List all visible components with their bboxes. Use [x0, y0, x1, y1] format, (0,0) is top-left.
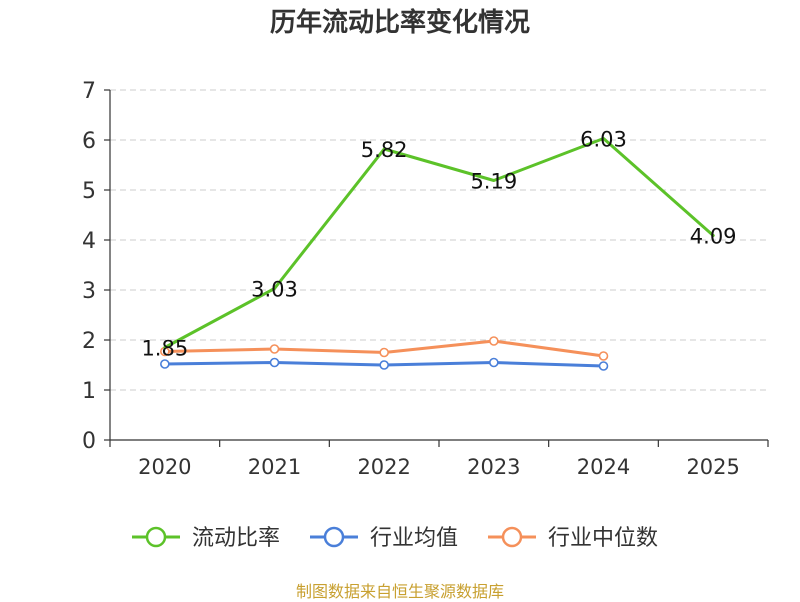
- y-tick-label: 7: [82, 79, 96, 104]
- data-point: [489, 357, 499, 368]
- legend-marker: [323, 526, 345, 548]
- legend-marker: [501, 526, 523, 548]
- y-tick-label: 3: [82, 279, 96, 304]
- data-label: 5.19: [470, 170, 517, 194]
- x-tick-label: 2020: [138, 455, 191, 479]
- data-point: [269, 357, 280, 368]
- data-point: [160, 359, 170, 369]
- chart-title: 历年流动比率变化情况: [269, 8, 530, 38]
- series-line-0: [163, 137, 715, 349]
- data-label: 3.03: [251, 278, 298, 302]
- x-tick-label: 2024: [577, 455, 630, 479]
- data-point: [598, 361, 609, 371]
- x-tick-label: 2022: [357, 455, 410, 479]
- data-label: 4.09: [690, 225, 737, 249]
- legend-label: 行业中位数: [548, 526, 658, 551]
- data-point: [598, 351, 609, 361]
- y-tick-label: 5: [82, 179, 96, 204]
- data-label: 6.03: [580, 128, 627, 152]
- x-tick-label: 2021: [248, 455, 301, 479]
- y-tick-label: 0: [82, 429, 96, 454]
- x-tick-label: 2025: [686, 455, 739, 479]
- data-point: [489, 336, 499, 346]
- y-tick-label: 2: [82, 329, 96, 354]
- data-point: [379, 347, 389, 358]
- legend-marker: [145, 526, 167, 548]
- data-point: [269, 344, 280, 354]
- y-tick-label: 4: [82, 229, 96, 254]
- y-tick-label: 6: [82, 129, 96, 154]
- x-tick-label: 2023: [467, 455, 520, 479]
- source-note: 制图数据来自恒生聚源数据库: [295, 582, 504, 601]
- legend-label: 流动比率: [192, 526, 280, 551]
- data-label: 1.85: [141, 337, 188, 361]
- data-label: 5.82: [361, 138, 408, 162]
- data-point: [379, 360, 389, 370]
- legend-label: 行业均值: [370, 526, 458, 551]
- y-tick-label: 1: [82, 379, 96, 404]
